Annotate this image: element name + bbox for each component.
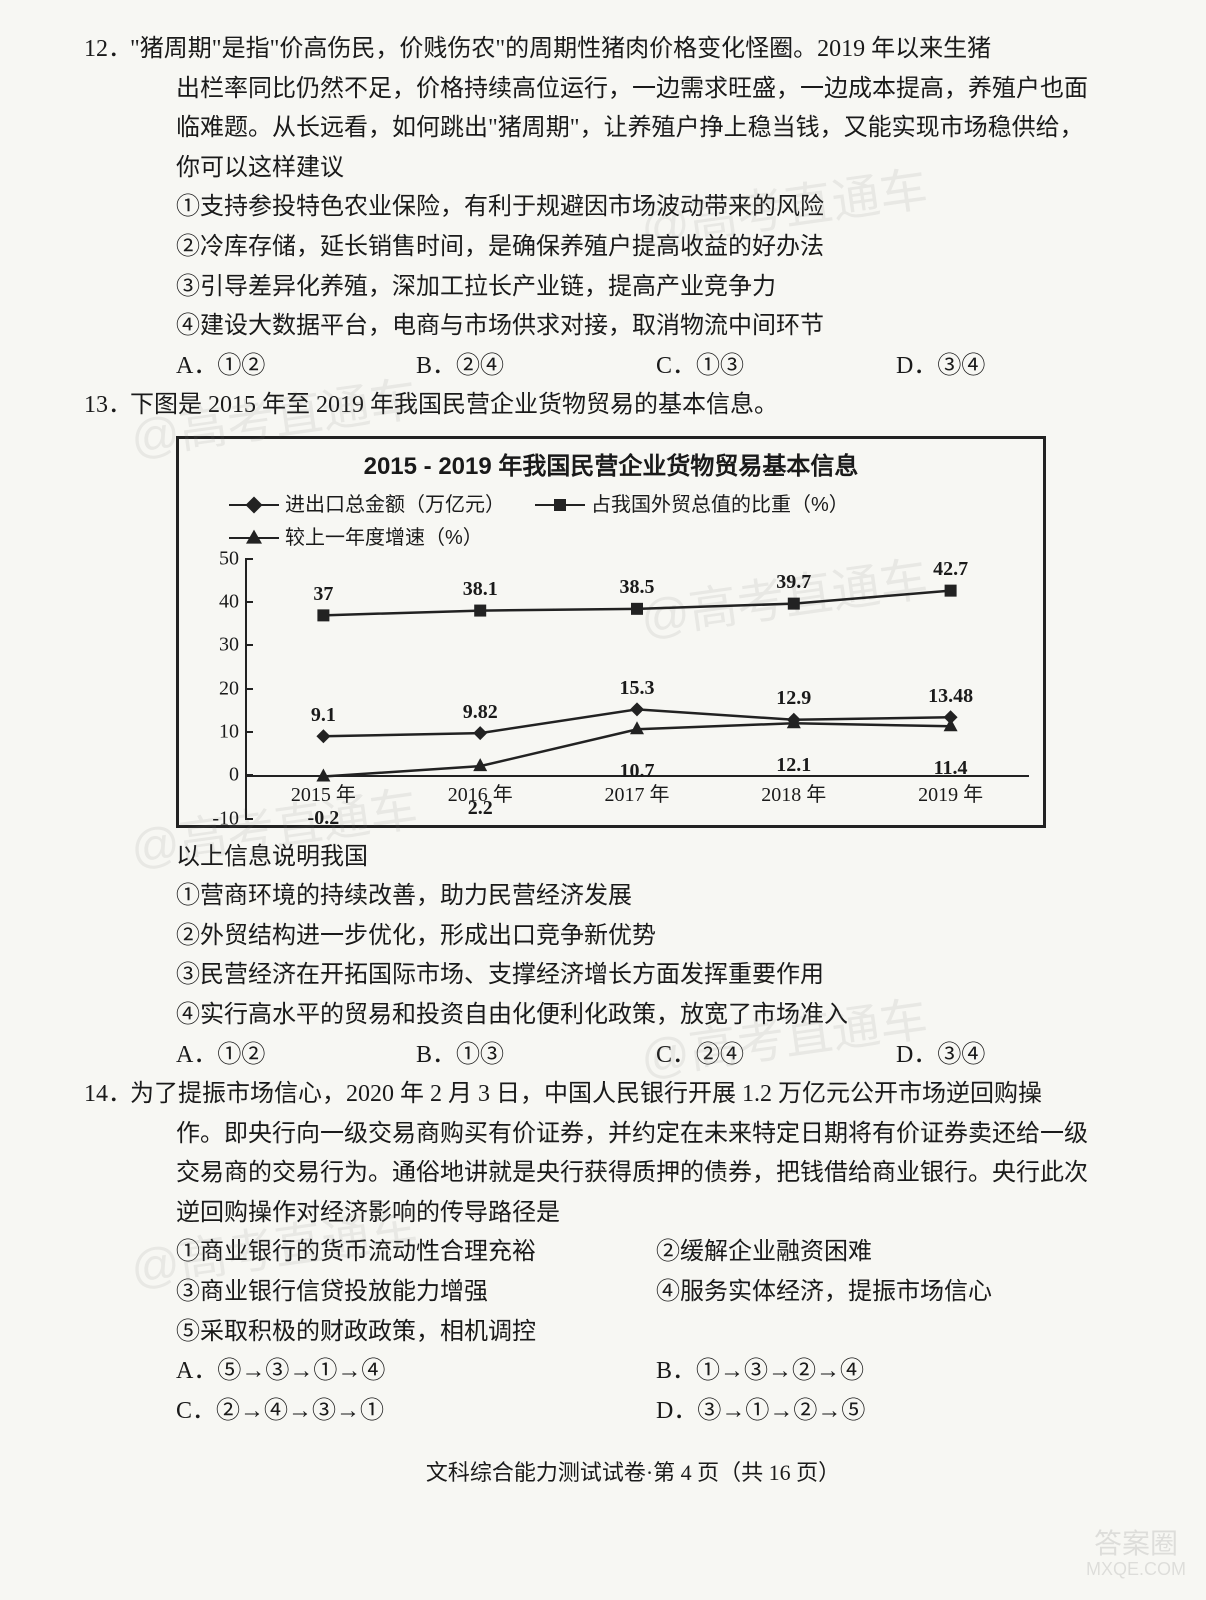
q13-options: A．①② B．①③ C．②④ D．③④ xyxy=(130,1036,1136,1076)
q14-stem-line2: 作。即央行向一级交易商购买有价证券，并约定在未来特定日期将有价证券卖还给一级 xyxy=(130,1115,1136,1155)
q12-option-A: A．①② xyxy=(176,347,416,387)
q12-statement-1: ①支持参投特色农业保险，有利于规避因市场波动带来的风险 xyxy=(130,188,1136,228)
q14-number: 14． xyxy=(84,1075,130,1115)
q12-number: 12． xyxy=(84,30,130,70)
q13-option-C: C．②④ xyxy=(656,1036,896,1076)
q12-option-C: C．①③ xyxy=(656,347,896,387)
q14-statement-3: ③商业银行信贷投放能力增强 xyxy=(176,1273,656,1313)
q14-stem-line3: 交易商的交易行为。通俗地讲就是央行获得质押的债券，把钱借给商业银行。央行此次 xyxy=(130,1154,1136,1194)
q13-stem: 下图是 2015 年至 2019 年我国民营企业货物贸易的基本信息。 xyxy=(130,386,1136,426)
q14-statement-1: ①商业银行的货币流动性合理充裕 xyxy=(176,1233,656,1273)
q14-statements-row2: ③商业银行信贷投放能力增强 ④服务实体经济，提振市场信心 xyxy=(130,1273,1136,1313)
question-12: 12．"猪周期"是指"价高伤民，价贱伤农"的周期性猪肉价格变化怪圈。2019 年… xyxy=(130,30,1136,386)
q14-stem-line1: 为了提振市场信心，2020 年 2 月 3 日，中国人民银行开展 1.2 万亿元… xyxy=(130,1075,1136,1115)
square-icon xyxy=(535,504,585,506)
legend-total-label: 进出口总金额（万亿元） xyxy=(285,489,505,522)
legend-growth-label: 较上一年度增速（%） xyxy=(285,522,483,555)
q14-option-D: D．③→①→②→⑤ xyxy=(656,1392,1136,1432)
corner-watermark: 答案圈 MXQE.COM xyxy=(1086,1529,1186,1580)
q14-statement-4: ④服务实体经济，提振市场信心 xyxy=(656,1273,1136,1313)
q14-statements-row1: ①商业银行的货币流动性合理充裕 ②缓解企业融资困难 xyxy=(130,1233,1136,1273)
q13-statement-2: ②外贸结构进一步优化，形成出口竞争新优势 xyxy=(130,917,1136,957)
q14-options-row1: A．⑤→③→①→④ B．①→③→②→④ xyxy=(130,1352,1136,1392)
q13-statement-3: ③民营经济在开拓国际市场、支撑经济增长方面发挥重要作用 xyxy=(130,956,1136,996)
question-14: 14．为了提振市场信心，2020 年 2 月 3 日，中国人民银行开展 1.2 … xyxy=(130,1075,1136,1431)
chart-legend: 进出口总金额（万亿元） 占我国外贸总值的比重（%） 较上一年度增速（%） xyxy=(229,489,1033,555)
q12-statement-2: ②冷库存储，延长销售时间，是确保养殖户提高收益的好办法 xyxy=(130,228,1136,268)
corner-wm-bot: MXQE.COM xyxy=(1086,1560,1186,1580)
q14-statement-2: ②缓解企业融资困难 xyxy=(656,1233,1136,1273)
q14-option-C: C．②→④→③→① xyxy=(176,1392,656,1432)
q13-after: 以上信息说明我国 xyxy=(130,838,1136,878)
q12-stem-line2: 出栏率同比仍然不足，价格持续高位运行，一边需求旺盛，一边成本提高，养殖户也面 xyxy=(130,70,1136,110)
exam-page: @高考直通车 @高考直通车 @高考直通车 @高考直通车 @高考直通车 @高考直通… xyxy=(0,0,1206,1600)
q12-option-D: D．③④ xyxy=(896,347,1136,387)
triangle-icon xyxy=(229,537,279,539)
q13-option-B: B．①③ xyxy=(416,1036,656,1076)
trade-chart: 2015 - 2019 年我国民营企业货物贸易基本信息 进出口总金额（万亿元） … xyxy=(176,436,1046,828)
q13-option-A: A．①② xyxy=(176,1036,416,1076)
q12-stem-line1: "猪周期"是指"价高伤民，价贱伤农"的周期性猪肉价格变化怪圈。2019 年以来生… xyxy=(130,30,1136,70)
q12-statement-4: ④建设大数据平台，电商与市场供求对接，取消物流中间环节 xyxy=(130,307,1136,347)
q12-stem-line4: 你可以这样建议 xyxy=(130,149,1136,189)
corner-wm-top: 答案圈 xyxy=(1086,1529,1186,1560)
legend-total: 进出口总金额（万亿元） xyxy=(229,489,505,522)
chart-title: 2015 - 2019 年我国民营企业货物贸易基本信息 xyxy=(189,447,1033,487)
chart-plot-area: -10010203040502015 年2016 年2017 年2018 年20… xyxy=(199,559,1029,819)
q14-option-A: A．⑤→③→①→④ xyxy=(176,1352,656,1392)
q14-statement-5: ⑤采取积极的财政政策，相机调控 xyxy=(130,1313,1136,1353)
legend-share-label: 占我国外贸总值的比重（%） xyxy=(591,489,849,522)
q14-stem-line4: 逆回购操作对经济影响的传导路径是 xyxy=(130,1194,1136,1234)
diamond-icon xyxy=(229,504,279,506)
q14-option-B: B．①→③→②→④ xyxy=(656,1352,1136,1392)
q12-options: A．①② B．②④ C．①③ D．③④ xyxy=(130,347,1136,387)
question-13: 13．下图是 2015 年至 2019 年我国民营企业货物贸易的基本信息。 20… xyxy=(130,386,1136,1075)
q13-option-D: D．③④ xyxy=(896,1036,1136,1076)
q14-options-row2: C．②→④→③→① D．③→①→②→⑤ xyxy=(130,1392,1136,1432)
q12-stem-line3: 临难题。从长远看，如何跳出"猪周期"，让养殖户挣上稳当钱，又能实现市场稳供给， xyxy=(130,109,1136,149)
legend-growth: 较上一年度增速（%） xyxy=(229,522,1003,555)
legend-share: 占我国外贸总值的比重（%） xyxy=(535,489,849,522)
q13-statement-4: ④实行高水平的贸易和投资自由化便利化政策，放宽了市场准入 xyxy=(130,996,1136,1036)
q12-statement-3: ③引导差异化养殖，深加工拉长产业链，提高产业竞争力 xyxy=(130,268,1136,308)
q13-number: 13． xyxy=(84,386,130,426)
q12-option-B: B．②④ xyxy=(416,347,656,387)
q13-statement-1: ①营商环境的持续改善，助力民营经济发展 xyxy=(130,877,1136,917)
page-footer: 文科综合能力测试试卷·第 4 页（共 16 页） xyxy=(130,1455,1136,1491)
